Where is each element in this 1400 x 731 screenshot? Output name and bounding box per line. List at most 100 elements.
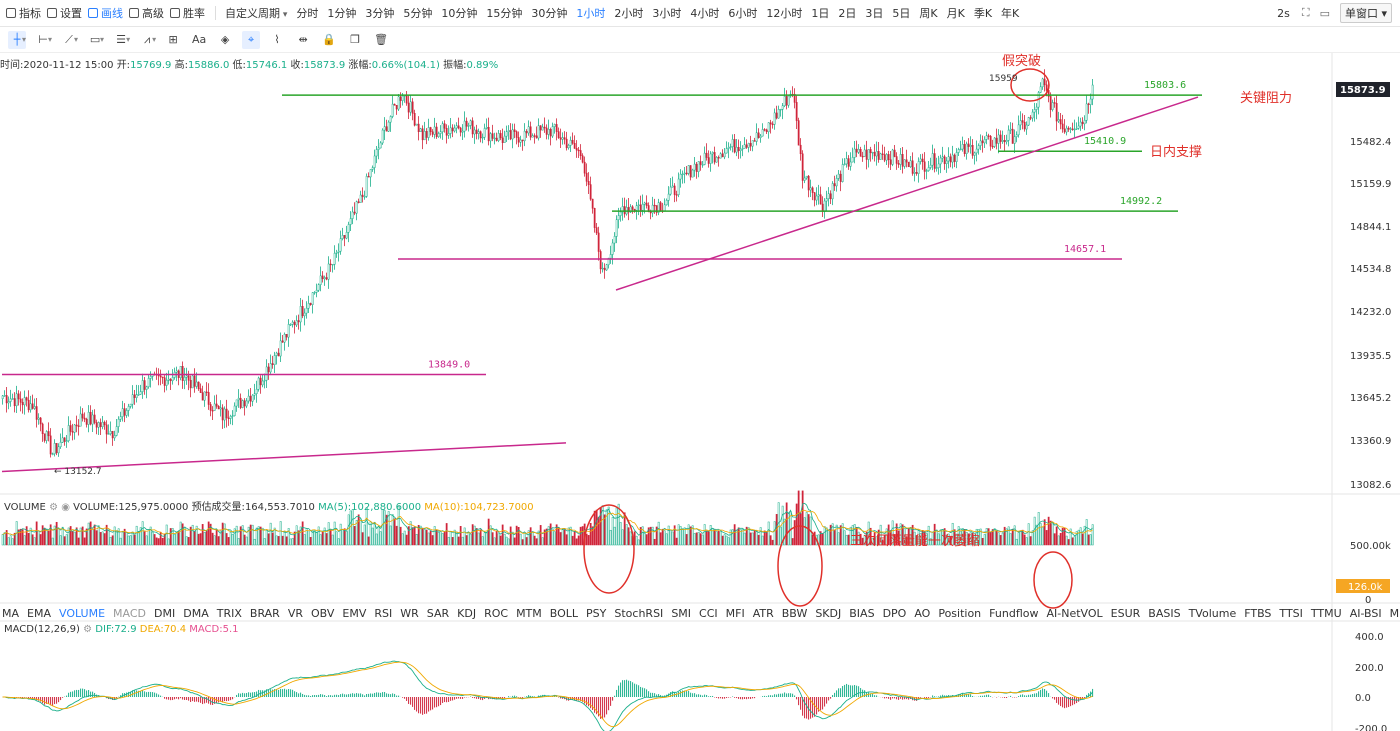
period-2[interactable]: 3分钟 — [365, 7, 395, 20]
indicator-tab-1[interactable]: EMA — [27, 606, 51, 620]
period-3[interactable]: 5分钟 — [403, 7, 433, 20]
toolbar-item-label: 高级 — [142, 7, 164, 20]
volume-eye-icon[interactable]: ◉ — [61, 502, 70, 513]
trend-line-icon[interactable]: ⟋ — [65, 32, 73, 46]
crosshair-icon[interactable]: ┼ — [8, 30, 26, 49]
indicator-tab-15[interactable]: ROC — [484, 606, 509, 620]
measure-icon[interactable]: ⇹ — [298, 33, 308, 46]
period-7[interactable]: 1小时 — [576, 7, 606, 20]
grid-tool-icon[interactable]: ⊞ — [168, 33, 178, 46]
indicator-tab-13[interactable]: SAR — [426, 606, 450, 620]
indicator-tab-31[interactable]: AI-NetVOL — [1046, 606, 1103, 620]
indicator-tab-8[interactable]: VR — [287, 606, 303, 620]
chevron-down-icon[interactable]: ▾ — [100, 35, 105, 44]
period-9[interactable]: 3小时 — [652, 7, 682, 20]
layout-icon[interactable]: ▭ — [1319, 6, 1330, 20]
period-1[interactable]: 1分钟 — [327, 7, 357, 20]
indicator-tab-11[interactable]: RSI — [374, 606, 393, 620]
indicator-tab-14[interactable]: KDJ — [457, 606, 477, 620]
window-select[interactable]: 单窗口 ▾ — [1339, 3, 1392, 23]
candle-body — [459, 127, 462, 133]
indicator-tab-35[interactable]: FTBS — [1244, 606, 1272, 620]
toolbar-item-1[interactable]: 设置 — [47, 5, 82, 21]
indicator-tab-3[interactable]: MACD — [113, 606, 147, 620]
period-4[interactable]: 10分钟 — [441, 7, 478, 20]
candlestick-chart[interactable]: 15803.6 15410.9 14992.2 14657.1 13849.0 假突破 15… — [0, 53, 1400, 731]
indicator-tab-23[interactable]: ATR — [752, 606, 774, 620]
period-8[interactable]: 2小时 — [614, 7, 644, 20]
indicator-tab-26[interactable]: BIAS — [849, 606, 875, 620]
volume-bar — [239, 526, 242, 546]
indicator-tab-9[interactable]: OBV — [311, 606, 335, 620]
indicator-tab-7[interactable]: BRAR — [249, 606, 280, 620]
chevron-down-icon[interactable]: ▾ — [48, 35, 53, 44]
period-11[interactable]: 6小时 — [728, 7, 758, 20]
chevron-down-icon[interactable]: ▾ — [152, 35, 157, 44]
delete-icon[interactable]: 🗑 — [374, 33, 389, 46]
fullscreen-icon[interactable]: ⛶ — [1301, 6, 1310, 19]
indicator-tab-21[interactable]: CCI — [699, 606, 718, 620]
chevron-down-icon[interactable]: ▾ — [22, 35, 27, 44]
indicator-tab-19[interactable]: StochRSI — [614, 606, 664, 620]
parallel-channel-icon[interactable]: ☰ — [116, 33, 126, 46]
period-12[interactable]: 12小时 — [766, 7, 803, 20]
lock-icon[interactable]: 🔒 — [322, 33, 336, 46]
horizontal-line-icon[interactable]: ⊢ — [38, 33, 48, 46]
indicator-tab-0[interactable]: MA — [2, 606, 20, 620]
indicator-tab-27[interactable]: DPO — [882, 606, 907, 620]
indicator-tab-38[interactable]: AI-BSI — [1349, 606, 1382, 620]
indicator-tab-32[interactable]: ESUR — [1110, 606, 1141, 620]
indicator-tab-36[interactable]: TTSI — [1279, 606, 1303, 620]
indicator-tab-18[interactable]: PSY — [586, 606, 607, 620]
period-14[interactable]: 2日 — [838, 7, 857, 20]
indicator-tab-29[interactable]: Position — [938, 606, 982, 620]
indicator-tab-28[interactable]: AO — [914, 606, 931, 620]
chevron-down-icon[interactable]: ▾ — [126, 35, 131, 44]
text-tool-label[interactable]: Aa — [191, 33, 207, 46]
period-13[interactable]: 1日 — [811, 7, 830, 20]
indicator-tab-10[interactable]: EMV — [342, 606, 367, 620]
rectangle-icon[interactable]: ▭ — [89, 33, 101, 46]
indicator-tab-6[interactable]: TRIX — [216, 606, 242, 620]
toolbar-item-3[interactable]: 高级 — [129, 5, 164, 21]
period-5[interactable]: 15分钟 — [486, 7, 523, 20]
indicator-tab-5[interactable]: DMA — [183, 606, 209, 620]
period-18[interactable]: 月K — [946, 7, 965, 20]
indicator-tab-4[interactable]: DMI — [154, 606, 176, 620]
macd-settings-icon[interactable]: ⚙ — [83, 624, 93, 635]
fib-icon[interactable]: ⩘ — [143, 32, 151, 46]
indicator-tab-24[interactable]: BBW — [781, 606, 808, 620]
indicator-tab-39[interactable]: MLR — [1389, 606, 1400, 620]
period-16[interactable]: 5日 — [892, 7, 911, 20]
indicator-tab-37[interactable]: TTMU — [1310, 606, 1342, 620]
custom-period-dropdown[interactable]: 自定义周期 — [225, 5, 287, 21]
period-20[interactable]: 年K — [1001, 7, 1020, 20]
period-10[interactable]: 4小时 — [690, 7, 720, 20]
indicator-tab-30[interactable]: Fundflow — [989, 606, 1039, 620]
ruler-icon[interactable]: ⌇ — [274, 33, 280, 46]
period-6[interactable]: 30分钟 — [531, 7, 568, 20]
period-15[interactable]: 3日 — [865, 7, 884, 20]
toolbar-item-4[interactable]: 胜率 — [170, 5, 205, 21]
period-19[interactable]: 季K — [973, 7, 993, 20]
indicator-tab-25[interactable]: SKDJ — [815, 606, 842, 620]
indicator-tab-20[interactable]: SMI — [671, 606, 692, 620]
toolbar-item-0[interactable]: 指标 — [6, 5, 41, 21]
fill-icon[interactable]: ◈ — [220, 33, 230, 46]
indicator-tab-16[interactable]: MTM — [516, 606, 542, 620]
refresh-interval[interactable]: 2s — [1277, 6, 1290, 20]
volume-settings-icon[interactable]: ⚙ — [49, 502, 59, 513]
indicator-tab-2[interactable]: VOLUME — [58, 606, 106, 620]
indicator-tab-22[interactable]: MFI — [725, 606, 745, 620]
period-17[interactable]: 周K — [919, 7, 938, 20]
chevron-down-icon[interactable]: ▾ — [74, 35, 79, 44]
indicator-tab-34[interactable]: TVolume — [1188, 606, 1237, 620]
price-axis-tick-2: 15159.9 — [1350, 179, 1391, 190]
magnet-icon[interactable]: ⌖ — [242, 30, 261, 49]
period-0[interactable]: 分时 — [296, 7, 319, 20]
toolbar-item-2[interactable]: 画线 — [88, 5, 123, 21]
indicator-tab-12[interactable]: WR — [400, 606, 419, 620]
indicator-tab-33[interactable]: BASIS — [1148, 606, 1181, 620]
indicator-tab-17[interactable]: BOLL — [549, 606, 579, 620]
copy-icon[interactable]: ❐ — [350, 33, 361, 46]
